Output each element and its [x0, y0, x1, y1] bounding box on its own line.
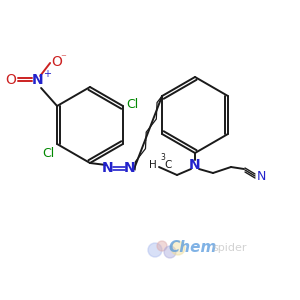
Text: N: N	[124, 161, 136, 175]
Text: N: N	[102, 161, 114, 175]
Circle shape	[164, 246, 176, 258]
Text: Cl: Cl	[42, 147, 54, 160]
Circle shape	[171, 241, 185, 255]
Text: N: N	[189, 158, 201, 172]
Circle shape	[148, 243, 162, 257]
Text: N: N	[257, 169, 266, 182]
Text: H: H	[149, 160, 157, 170]
Text: 3: 3	[160, 153, 165, 162]
Text: O: O	[5, 73, 16, 87]
Text: O: O	[51, 55, 62, 69]
Text: +: +	[43, 69, 51, 79]
Text: Chem: Chem	[168, 241, 216, 256]
Text: C: C	[164, 160, 171, 170]
Circle shape	[157, 241, 167, 251]
Text: Cl: Cl	[126, 98, 138, 110]
Text: spider: spider	[212, 243, 247, 253]
Text: N: N	[31, 73, 43, 87]
Text: ⁻: ⁻	[60, 53, 66, 63]
